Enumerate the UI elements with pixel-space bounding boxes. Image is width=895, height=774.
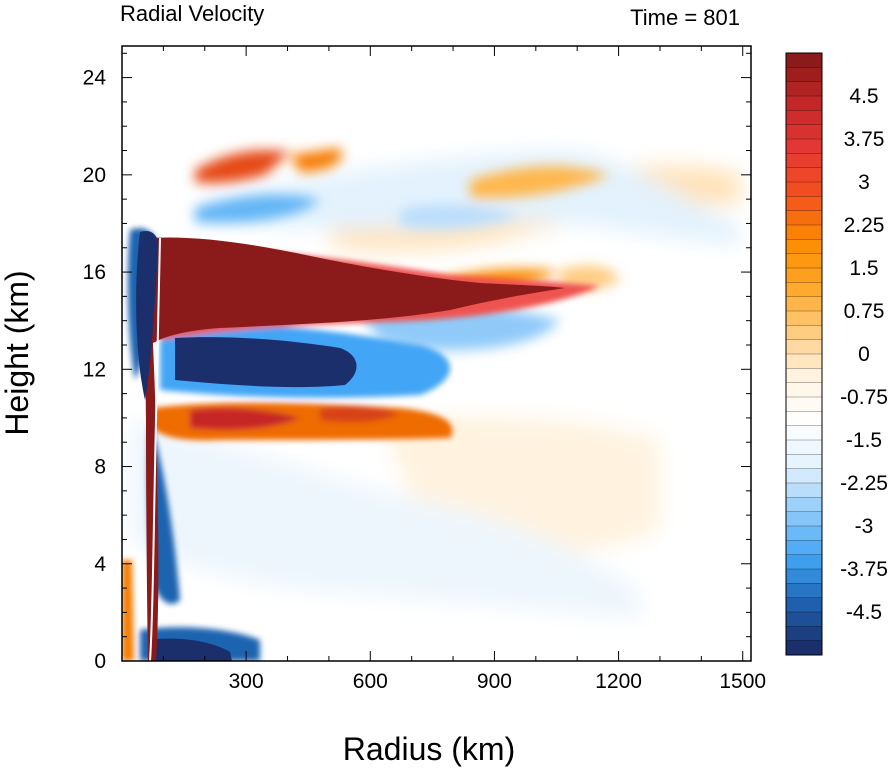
colorbar-tick-label: 3.75 — [844, 128, 885, 151]
x-tick-label: 1200 — [595, 670, 642, 693]
inner-upper-inflow-blob — [400, 204, 520, 229]
colorbar-bin — [786, 626, 822, 642]
colorbar-bin — [786, 153, 822, 169]
colorbar-bin — [786, 239, 822, 255]
colorbar-tick-label: -3 — [855, 515, 874, 538]
upper-level-outflow-core — [150, 237, 565, 345]
y-tick-label: 4 — [94, 553, 106, 576]
colorbar-bin — [786, 325, 822, 341]
x-tick-label: 300 — [229, 670, 264, 693]
colorbar-bin — [786, 282, 822, 298]
colorbar-bin — [786, 425, 822, 441]
outer-upper-outflow-blob — [470, 165, 610, 199]
colorbar-bin — [786, 225, 822, 240]
colorbar-tick-label: -1.5 — [846, 429, 882, 452]
colorbar-bin — [786, 368, 822, 384]
colorbar-bin — [786, 268, 822, 283]
colorbar-tick-label: -4.5 — [846, 601, 882, 624]
colorbar — [785, 52, 823, 656]
x-axis-label: Radius (km) — [343, 731, 515, 767]
colorbar-tick-label: 1.5 — [849, 257, 878, 280]
colorbar-bin — [786, 182, 822, 197]
colorbar-bin — [786, 468, 822, 484]
boundary-layer-inflow-core — [148, 638, 232, 661]
colorbar-bin — [786, 296, 822, 312]
colorbar-bin — [786, 569, 822, 584]
x-tick-label: 600 — [353, 670, 388, 693]
y-tick-label: 20 — [83, 164, 106, 187]
colorbar-tick-label: 0.75 — [844, 300, 885, 323]
colorbar-bin — [786, 253, 822, 269]
colorbar-bin — [786, 411, 822, 427]
colorbar-bin — [786, 110, 822, 126]
colorbar-tick-label: 0 — [858, 343, 870, 366]
colorbar-bin — [786, 81, 822, 97]
y-tick-label: 12 — [83, 358, 106, 381]
colorbar-bin — [786, 597, 822, 613]
colorbar-bin — [786, 497, 822, 513]
y-tick-label: 0 — [94, 650, 106, 673]
lower-outflow-core — [190, 407, 300, 430]
colorbar-bin — [786, 483, 822, 498]
lower-outflow-core-2 — [320, 406, 400, 423]
eyewall-interface-line — [149, 237, 161, 661]
colorbar-bin — [786, 196, 822, 212]
colorbar-bin — [786, 354, 822, 369]
y-tick-labels: 0 4 8 12 16 20 24 — [83, 67, 107, 673]
colorbar-bin — [786, 67, 822, 83]
colorbar-bin — [786, 167, 822, 183]
colorbar-tick-label: -3.75 — [840, 558, 888, 581]
colorbar-bin — [786, 583, 822, 599]
colorbar-bin — [786, 382, 822, 398]
colorbar-bin — [786, 612, 822, 627]
x-tick-label: 1500 — [719, 670, 766, 693]
low-level-inflow-region — [130, 420, 640, 620]
colorbar-tick-label: -0.75 — [840, 386, 888, 409]
colorbar-bin — [786, 540, 822, 556]
upper-inflow-blob — [195, 194, 320, 223]
y-tick-label: 16 — [83, 261, 106, 284]
x-tick-labels: 300 600 900 1200 1500 — [229, 670, 766, 693]
axis-ticks — [122, 46, 751, 661]
colorbar-tick-label: -2.25 — [840, 472, 888, 495]
eyewall-inflow-core — [136, 230, 159, 400]
colorbar-bin — [786, 53, 822, 68]
mid-level-inflow-core — [175, 337, 357, 388]
plot-frame — [121, 45, 752, 662]
colorbar-bin — [786, 554, 822, 570]
stratospheric-outflow-blob — [195, 150, 290, 184]
colorbar-bin — [786, 511, 822, 527]
colorbar-bin — [786, 440, 822, 455]
x-tick-label: 900 — [477, 670, 512, 693]
colorbar-bin — [786, 640, 822, 656]
eyewall-outflow-streak — [122, 560, 134, 661]
colorbar-tick-label: 3 — [858, 171, 870, 194]
colorbar-bin — [786, 397, 822, 412]
colorbar-bin — [786, 526, 822, 541]
colorbar-bin — [786, 124, 822, 140]
colorbar-tick-label: 4.5 — [849, 85, 878, 108]
colorbar-bin — [786, 311, 822, 326]
chart-time-label: Time = 801 — [630, 5, 740, 30]
colorbar-tick-label: 2.25 — [844, 214, 885, 237]
heatmap-field — [122, 46, 751, 661]
eyewall-outflow-column — [145, 300, 159, 661]
colorbar-bin — [786, 96, 822, 111]
y-axis-label: Height (km) — [0, 270, 35, 435]
colorbar-bin — [786, 454, 822, 470]
colorbar-frame — [785, 52, 823, 656]
outer-upper-outflow-blob-2 — [560, 265, 620, 290]
colorbar-bin — [786, 139, 822, 154]
y-tick-label: 24 — [83, 67, 107, 90]
chart-title: Radial Velocity — [120, 1, 264, 26]
y-tick-label: 8 — [94, 456, 106, 479]
colorbar-bin — [786, 210, 822, 226]
colorbar-labels: 4.5 3.75 3 2.25 1.5 0.75 0 -0.75 -1.5 -2.25 -3 -3.7… — [840, 85, 888, 624]
stratospheric-outflow-blob-2 — [290, 148, 342, 172]
colorbar-bin — [786, 339, 822, 355]
